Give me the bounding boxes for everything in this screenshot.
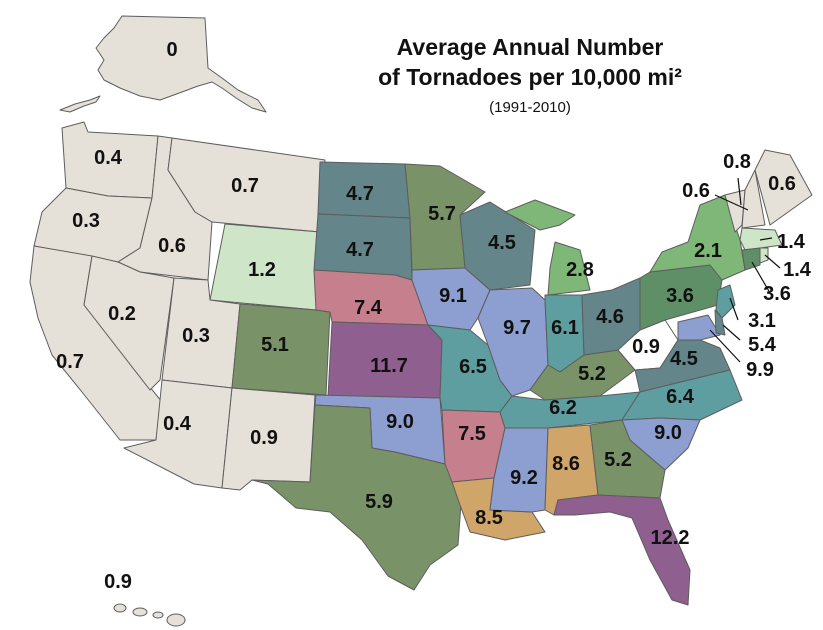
label-new-mexico: 0.9 bbox=[250, 427, 278, 449]
label-kansas: 11.7 bbox=[370, 355, 408, 377]
label-colorado: 5.1 bbox=[261, 334, 289, 356]
state-massachusetts bbox=[739, 227, 783, 251]
state-florida bbox=[553, 494, 691, 606]
state-montana bbox=[167, 137, 326, 233]
label-california: 0.7 bbox=[56, 351, 84, 373]
label-minnesota: 5.7 bbox=[428, 203, 456, 225]
label-hawaii: 0.9 bbox=[104, 571, 132, 593]
label-idaho: 0.6 bbox=[158, 235, 186, 257]
label-montana: 0.7 bbox=[231, 175, 259, 197]
label-louisiana: 8.5 bbox=[475, 507, 503, 529]
label-new-jersey: 3.1 bbox=[748, 310, 776, 332]
label-texas: 5.9 bbox=[365, 491, 393, 513]
label-washington: 0.4 bbox=[94, 147, 123, 169]
map-subtitle: (1991-2010) bbox=[489, 99, 571, 116]
label-rhode-island: 1.4 bbox=[783, 259, 812, 281]
state-delaware bbox=[714, 309, 726, 336]
label-florida: 12.2 bbox=[651, 527, 690, 549]
label-ohio: 4.6 bbox=[596, 306, 624, 328]
state-illinois bbox=[477, 287, 549, 397]
label-illinois: 9.7 bbox=[503, 317, 531, 339]
label-vermont: 0.8 bbox=[723, 151, 751, 173]
label-arizona: 0.4 bbox=[163, 413, 192, 435]
label-missouri: 6.5 bbox=[459, 356, 487, 378]
hawaii-islands bbox=[113, 603, 186, 627]
label-alaska: 0 bbox=[166, 39, 177, 61]
label-nevada: 0.2 bbox=[108, 303, 136, 325]
label-massachusetts: 1.4 bbox=[777, 231, 806, 253]
state-texas bbox=[251, 404, 463, 591]
state-michigan-upper bbox=[504, 199, 576, 231]
state-alaska bbox=[95, 15, 267, 113]
label-alabama: 8.6 bbox=[552, 453, 580, 475]
label-west-virginia: 0.9 bbox=[632, 336, 660, 358]
label-arkansas: 7.5 bbox=[458, 423, 486, 445]
label-oregon: 0.3 bbox=[72, 210, 100, 232]
state-value-labels: 0 0.9 0.4 0.3 0.7 0.6 0.2 0.7 1.2 0.3 0.… bbox=[56, 39, 812, 593]
label-south-dakota: 4.7 bbox=[346, 239, 374, 261]
alaska-islands bbox=[59, 95, 101, 113]
state-nevada bbox=[83, 255, 175, 391]
map-title-line-2: of Tornadoes per 10,000 mi² bbox=[378, 64, 682, 90]
label-maryland: 9.9 bbox=[746, 359, 774, 381]
label-nebraska: 7.4 bbox=[354, 297, 383, 319]
label-indiana: 6.1 bbox=[551, 317, 579, 339]
label-delaware: 5.4 bbox=[748, 334, 777, 356]
state-wisconsin bbox=[459, 201, 536, 291]
label-south-carolina: 9.0 bbox=[654, 422, 682, 444]
state-new-hampshire bbox=[741, 169, 766, 229]
label-oklahoma: 9.0 bbox=[386, 411, 414, 433]
label-wyoming: 1.2 bbox=[248, 259, 276, 281]
state-connecticut bbox=[741, 247, 761, 271]
label-maine: 0.6 bbox=[768, 173, 796, 195]
label-north-dakota: 4.7 bbox=[346, 183, 374, 205]
label-utah: 0.3 bbox=[182, 325, 210, 347]
label-mississippi: 9.2 bbox=[510, 467, 538, 489]
label-new-york: 2.1 bbox=[694, 240, 722, 262]
map-title: Average Annual Number of Tornadoes per 1… bbox=[330, 32, 730, 92]
state-maine bbox=[754, 149, 813, 226]
label-north-carolina: 6.4 bbox=[666, 386, 695, 408]
label-iowa: 9.1 bbox=[439, 285, 467, 307]
label-virginia: 4.5 bbox=[670, 348, 698, 370]
label-kentucky: 5.2 bbox=[578, 363, 606, 385]
leader-lines bbox=[709, 177, 781, 363]
label-tennessee: 6.2 bbox=[549, 397, 577, 419]
state-rhode-island bbox=[759, 247, 769, 264]
label-wisconsin: 4.5 bbox=[488, 232, 516, 254]
state-colorado bbox=[231, 303, 331, 396]
map-title-line-1: Average Annual Number bbox=[396, 34, 664, 60]
label-michigan: 2.8 bbox=[566, 259, 594, 281]
state-michigan bbox=[547, 241, 591, 296]
label-new-hampshire: 0.6 bbox=[682, 180, 710, 202]
state-maryland bbox=[677, 314, 721, 341]
state-new-jersey bbox=[715, 284, 736, 319]
label-georgia: 5.2 bbox=[604, 449, 632, 471]
label-connecticut: 3.6 bbox=[763, 283, 791, 305]
label-pennsylvania: 3.6 bbox=[666, 285, 694, 307]
